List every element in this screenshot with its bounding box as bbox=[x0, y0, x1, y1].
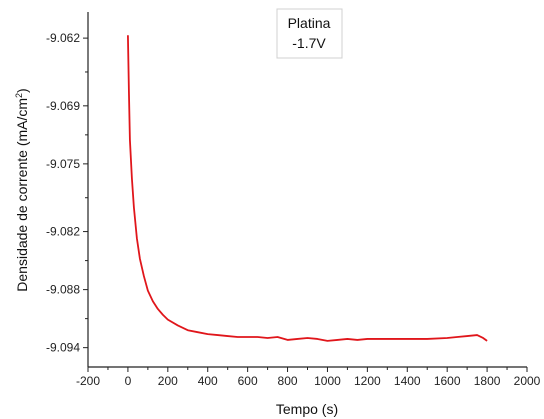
x-tick-label: 1800 bbox=[474, 374, 501, 388]
x-tick-label: 1200 bbox=[354, 374, 381, 388]
annotation-frame bbox=[276, 8, 343, 59]
y-axis-title-close: ) bbox=[14, 88, 30, 93]
x-tick-label: 200 bbox=[158, 374, 178, 388]
annotation-box: Platina -1.7V bbox=[276, 8, 343, 59]
x-axis-title: Tempo (s) bbox=[276, 401, 338, 417]
x-tick-label: 400 bbox=[198, 374, 218, 388]
x-tick-label: 1000 bbox=[314, 374, 341, 388]
x-tick-label: 1400 bbox=[394, 374, 421, 388]
y-tick-label: -9.062 bbox=[46, 31, 80, 45]
annotation-line2: -1.7V bbox=[292, 35, 326, 51]
y-axis-title-main: Densidade de corrente (mA/cm bbox=[14, 98, 30, 292]
tick-labels: -200 0 200 400 600 800 1000 1200 1400 1600 1800 200… bbox=[46, 31, 541, 388]
x-tick-label: 600 bbox=[238, 374, 258, 388]
series-group bbox=[127, 35, 488, 342]
y-tick-label: -9.075 bbox=[46, 157, 80, 171]
x-tick-label: 2000 bbox=[514, 374, 541, 388]
series-line bbox=[127, 35, 488, 342]
x-tick-label: -200 bbox=[76, 374, 100, 388]
x-tick-label: 800 bbox=[278, 374, 298, 388]
y-axis-title-superscript: 2 bbox=[14, 93, 24, 98]
y-axis-title: Densidade de corrente (mA/cm2) bbox=[14, 88, 30, 291]
y-tick-label: -9.088 bbox=[46, 283, 80, 297]
annotation-line1: Platina bbox=[288, 15, 331, 31]
y-tick-label: -9.094 bbox=[46, 341, 80, 355]
x-tick-label: 1600 bbox=[434, 374, 461, 388]
x-tick-label: 0 bbox=[125, 374, 132, 388]
y-tick-label: -9.082 bbox=[46, 225, 80, 239]
ticks bbox=[83, 37, 528, 372]
y-tick-label: -9.069 bbox=[46, 99, 80, 113]
